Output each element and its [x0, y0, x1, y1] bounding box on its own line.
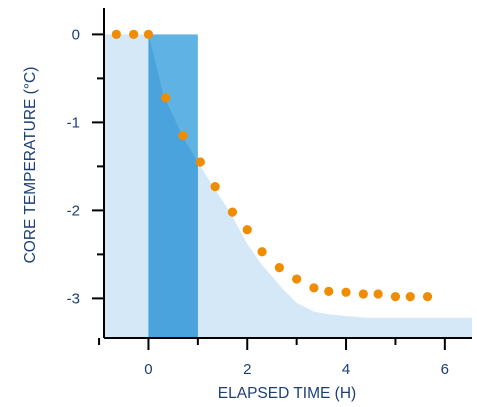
data-point [390, 292, 401, 302]
y-tick-label: -1 [67, 114, 80, 131]
data-point [210, 182, 220, 192]
x-axis-ticks: 0 2 4 6 [98, 338, 449, 378]
axes [103, 8, 472, 339]
x-tick-label: 6 [441, 361, 449, 378]
data-point [274, 263, 284, 273]
y-tick-label: -3 [67, 290, 80, 307]
data-point [111, 29, 121, 39]
data-point [257, 247, 267, 257]
data-point [178, 131, 188, 141]
data-point [324, 286, 334, 296]
x-axis-label: ELAPSED TIME (H) [218, 385, 356, 402]
data-point [373, 289, 383, 299]
x-tick-label: 4 [342, 361, 350, 378]
y-axis-ticks: 0 -1 -2 -3 [67, 26, 104, 307]
data-point [227, 207, 238, 217]
data-points [111, 29, 433, 302]
data-point [341, 287, 351, 297]
x-tick-label: 0 [144, 361, 152, 378]
data-point [309, 283, 319, 293]
data-point [358, 289, 368, 299]
highlight-band-overlap [148, 34, 198, 339]
data-point [195, 157, 205, 167]
data-point [292, 274, 302, 284]
data-point [129, 29, 139, 39]
data-point [422, 292, 433, 302]
y-axis-label: CORE TEMPERATURE (°C) [22, 67, 39, 264]
data-point [143, 29, 154, 39]
data-point [405, 292, 415, 302]
y-tick-label: 0 [72, 26, 80, 43]
data-point [242, 225, 252, 235]
data-point [161, 93, 171, 103]
y-tick-label: -2 [67, 202, 80, 219]
x-tick-label: 2 [243, 361, 251, 378]
